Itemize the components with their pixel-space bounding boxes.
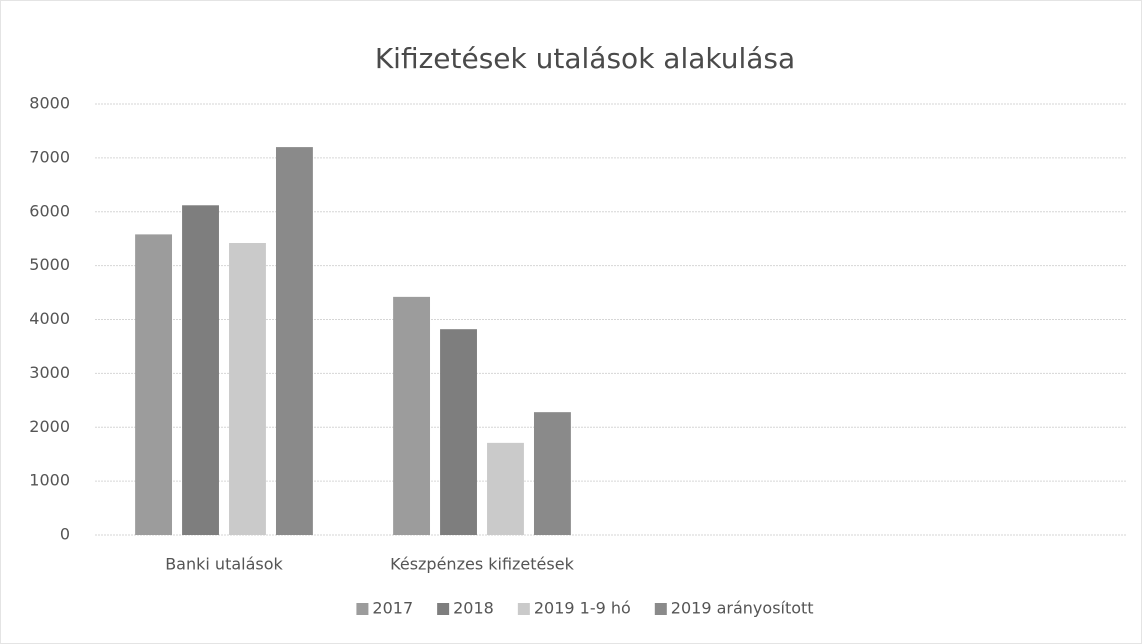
y-tick-label: 0: [60, 525, 70, 544]
bar: [487, 442, 524, 535]
x-tick-label: Banki utalások: [165, 555, 283, 574]
bar: [275, 147, 313, 535]
legend-swatch: [654, 603, 667, 615]
y-tick-label: 5000: [29, 255, 70, 274]
legend-swatch: [356, 603, 369, 615]
bar: [393, 296, 431, 535]
legend-label: 2017: [372, 599, 413, 618]
bar: [229, 242, 266, 535]
bar: [533, 412, 571, 535]
legend-swatch: [437, 603, 450, 615]
bar: [135, 234, 173, 535]
legend-label: 2019 1-9 hó: [534, 599, 631, 618]
bar: [182, 205, 219, 535]
y-tick-label: 6000: [29, 201, 70, 220]
y-tick-label: 1000: [29, 471, 70, 490]
y-tick-label: 2000: [29, 417, 70, 436]
y-tick-label: 4000: [29, 309, 70, 328]
y-tick-label: 7000: [29, 147, 70, 166]
bar: [440, 329, 477, 535]
x-tick-label: Készpénzes kifizetések: [390, 555, 574, 574]
y-tick-label: 3000: [29, 363, 70, 382]
legend-label: 2018: [453, 599, 494, 618]
y-tick-label: 8000: [29, 94, 70, 113]
legend-swatch: [517, 603, 530, 615]
chart-title: Kifizetések utalások alakulása: [375, 42, 795, 75]
legend-label: 2019 arányosított: [671, 599, 814, 618]
